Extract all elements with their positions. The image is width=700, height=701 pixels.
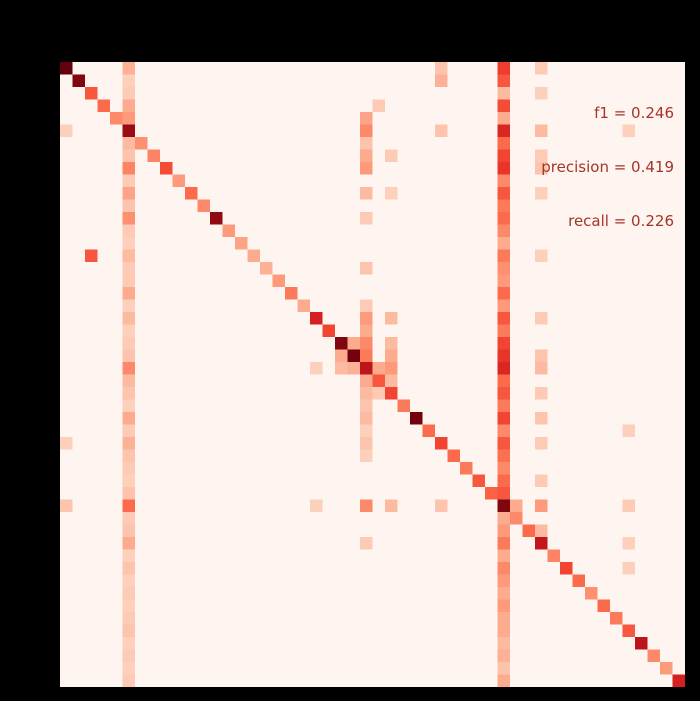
figure-frame: f1 = 0.246 precision = 0.419 recall = 0.… (0, 0, 700, 701)
confusion-heatmap (60, 62, 685, 687)
